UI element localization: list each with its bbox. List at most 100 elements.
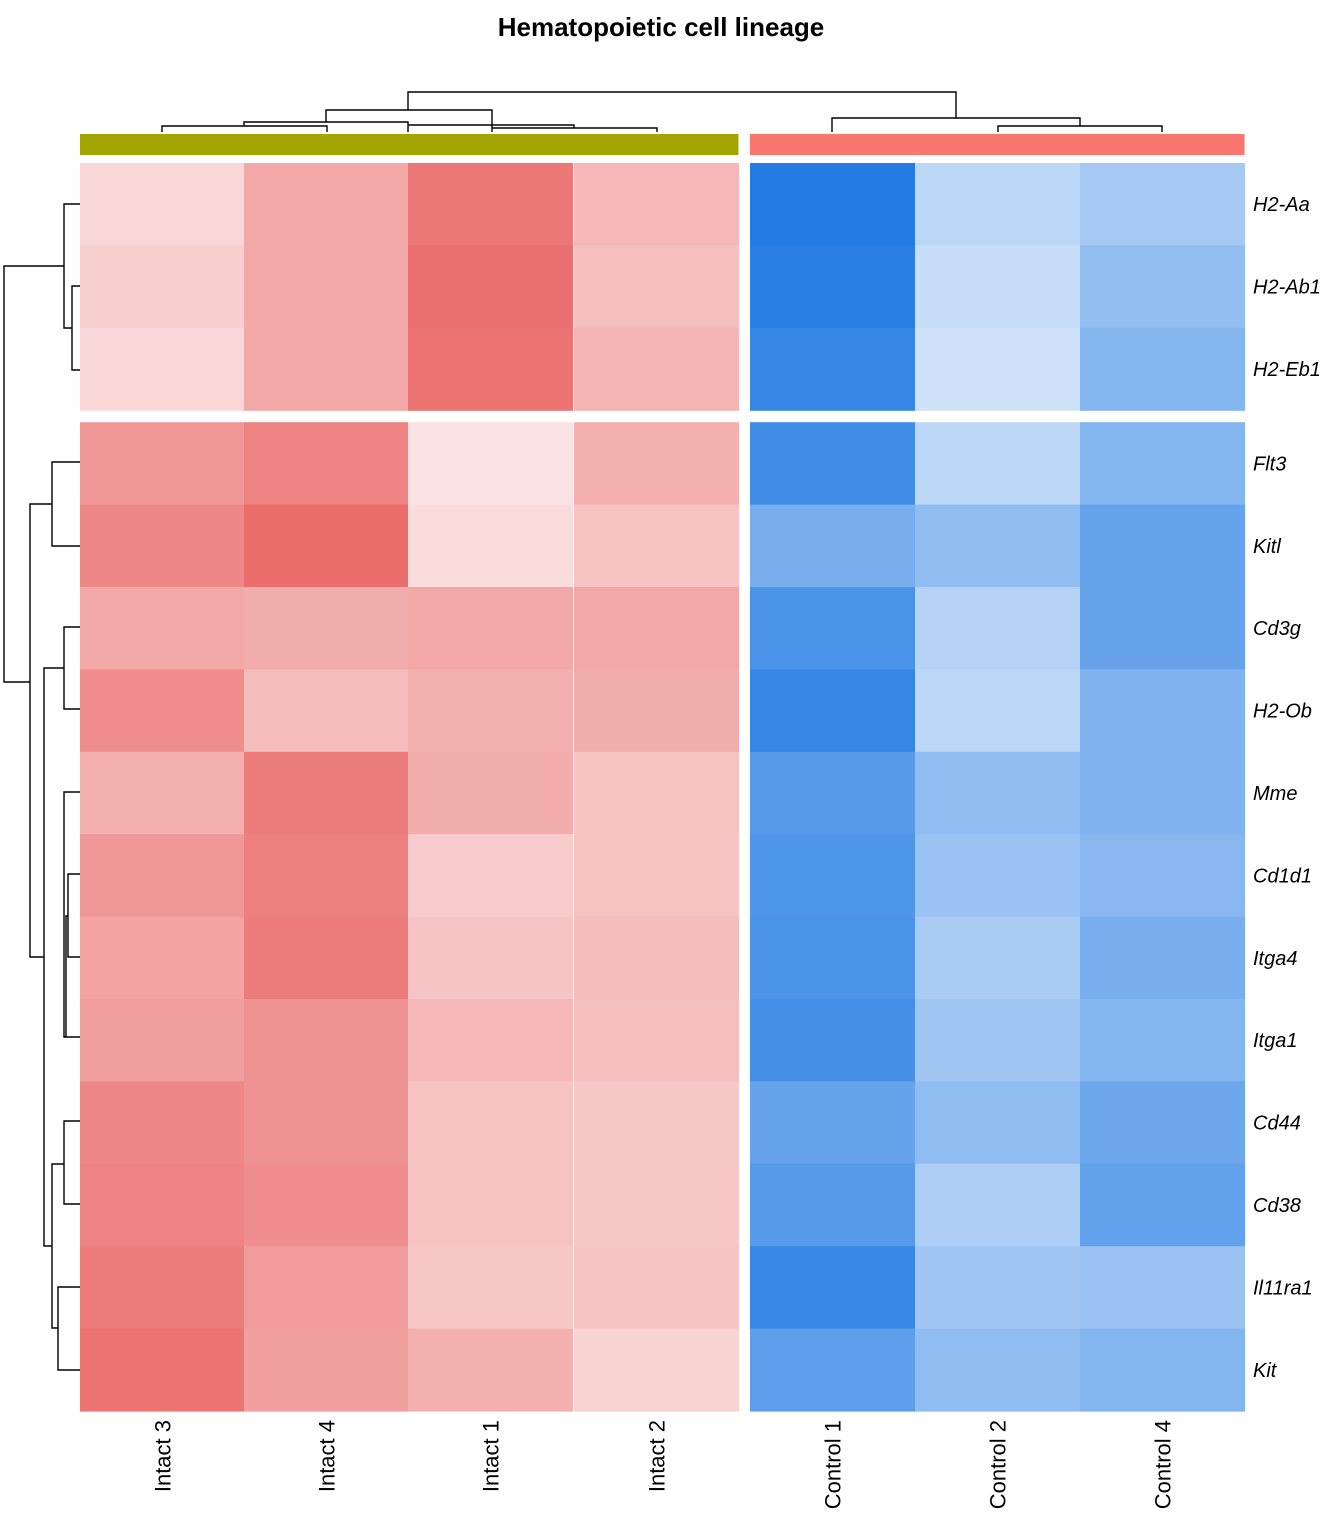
row-label: H2-Eb1 (1253, 359, 1321, 381)
heatmap-cell (574, 327, 740, 411)
row-label: Kit (1253, 1360, 1278, 1382)
heatmap-cell (244, 587, 410, 670)
chart-title: Hematopoietic cell lineage (498, 12, 825, 42)
column-dendrogram-branches (161, 91, 1163, 132)
column-label: Intact 4 (314, 1420, 339, 1492)
column-label: Control 4 (1150, 1420, 1175, 1509)
heatmap-cell (915, 834, 1081, 918)
heatmap-cell (80, 504, 246, 588)
heatmap-cell (915, 999, 1081, 1082)
heatmap-cell (750, 327, 916, 411)
row-label: H2-Ob (1253, 701, 1312, 723)
heatmap-cell (915, 587, 1081, 670)
heatmap-cell (574, 751, 740, 835)
heatmap-cell (750, 1328, 916, 1412)
heatmap-cell (408, 999, 574, 1082)
column-label: Control 2 (985, 1420, 1010, 1509)
heatmap-cell (574, 999, 740, 1082)
heatmap-cell (1080, 1328, 1246, 1412)
heatmap-cell (574, 916, 740, 1000)
heatmap-cell (80, 751, 246, 835)
heatmap-cell (750, 751, 916, 835)
heatmap-cell (408, 1246, 574, 1330)
heatmap-cell (574, 422, 740, 506)
row-dendrogram (3, 203, 80, 1371)
heatmap-cell (80, 999, 246, 1082)
column-labels: Intact 3 Intact 4 Intact 1 Intact 2 Control … (150, 1420, 1175, 1509)
heatmap-cell (80, 834, 246, 918)
heatmap-cell (750, 422, 916, 506)
heatmap-cell (750, 504, 916, 588)
column-label: Control 1 (820, 1420, 845, 1509)
heatmap-cell (1080, 999, 1246, 1082)
heatmap-cell (1080, 163, 1246, 246)
heatmap-cell (408, 916, 574, 1000)
heatmap-cell (1080, 587, 1246, 670)
row-label: Itga4 (1253, 948, 1297, 970)
heatmap-cell (80, 1328, 246, 1412)
heatmap-cell (915, 916, 1081, 1000)
heatmap-cell (915, 504, 1081, 588)
heatmap-cell (915, 1246, 1081, 1330)
heatmap-cell (244, 245, 410, 329)
heatmap-cell (80, 916, 246, 1000)
heatmap-cell (80, 1246, 246, 1330)
heatmap-cell (915, 245, 1081, 329)
heatmap-cell (1080, 751, 1246, 835)
row-label: Cd3g (1253, 618, 1301, 640)
heatmap-cell (1080, 504, 1246, 588)
column-label: Intact 3 (150, 1420, 175, 1492)
column-dendrogram (161, 91, 1163, 132)
row-label: Flt3 (1253, 453, 1286, 475)
heatmap-cell (1080, 422, 1246, 506)
row-label: Mme (1253, 783, 1297, 805)
heatmap-cell (574, 587, 740, 670)
heatmap-cell (574, 1163, 740, 1247)
heatmap-cell (80, 1081, 246, 1165)
heatmap-cell (915, 422, 1081, 506)
heatmap-cell (408, 1163, 574, 1247)
heatmap-cell (750, 1246, 916, 1330)
heatmap-cell (574, 245, 740, 329)
heatmap-cell (1080, 245, 1246, 329)
row-label: Cd44 (1253, 1113, 1301, 1135)
heatmap-cell (574, 1081, 740, 1165)
heatmap-cell (244, 1246, 410, 1330)
heatmap-cell (244, 999, 410, 1082)
heatmap-cell (1080, 916, 1246, 1000)
heatmap-cell (408, 422, 574, 506)
heatmap-cell (750, 163, 916, 246)
heatmap-cell (574, 834, 740, 918)
heatmap-cell (574, 1246, 740, 1330)
row-labels: H2-Aa H2-Ab1 H2-Eb1 Flt3 Kitl Cd3g H2-Ob Mme Cd1… (1253, 194, 1321, 1382)
heatmap-cell (244, 1081, 410, 1165)
heatmap-cell (244, 1328, 410, 1412)
heatmap-cell (80, 422, 246, 506)
heatmap-cell (1080, 327, 1246, 411)
heatmap-cell (1080, 669, 1246, 753)
heatmap-cell (915, 1163, 1081, 1247)
heatmap-cells (80, 163, 1246, 1412)
row-label: Cd38 (1253, 1195, 1301, 1217)
heatmap-cell (750, 1163, 916, 1247)
heatmap-cell (244, 504, 410, 588)
heatmap-cell (244, 163, 410, 246)
heatmap-cell (574, 163, 740, 246)
heatmap-cell (80, 587, 246, 670)
heatmap-cell (408, 587, 574, 670)
heatmap-cell (915, 751, 1081, 835)
heatmap-cell (750, 916, 916, 1000)
row-dendrogram-branches (3, 203, 80, 1371)
heatmap-cell (80, 163, 246, 246)
heatmap-cell (244, 916, 410, 1000)
row-label: Cd1d1 (1253, 865, 1312, 887)
heatmap-cell (750, 587, 916, 670)
heatmap-cell (80, 327, 246, 411)
heatmap-cell (244, 751, 410, 835)
heatmap-cell (408, 751, 574, 835)
heatmap-cell (1080, 1163, 1246, 1247)
row-label: H2-Aa (1253, 194, 1310, 216)
heatmap-cell (408, 834, 574, 918)
heatmap-cell (750, 245, 916, 329)
